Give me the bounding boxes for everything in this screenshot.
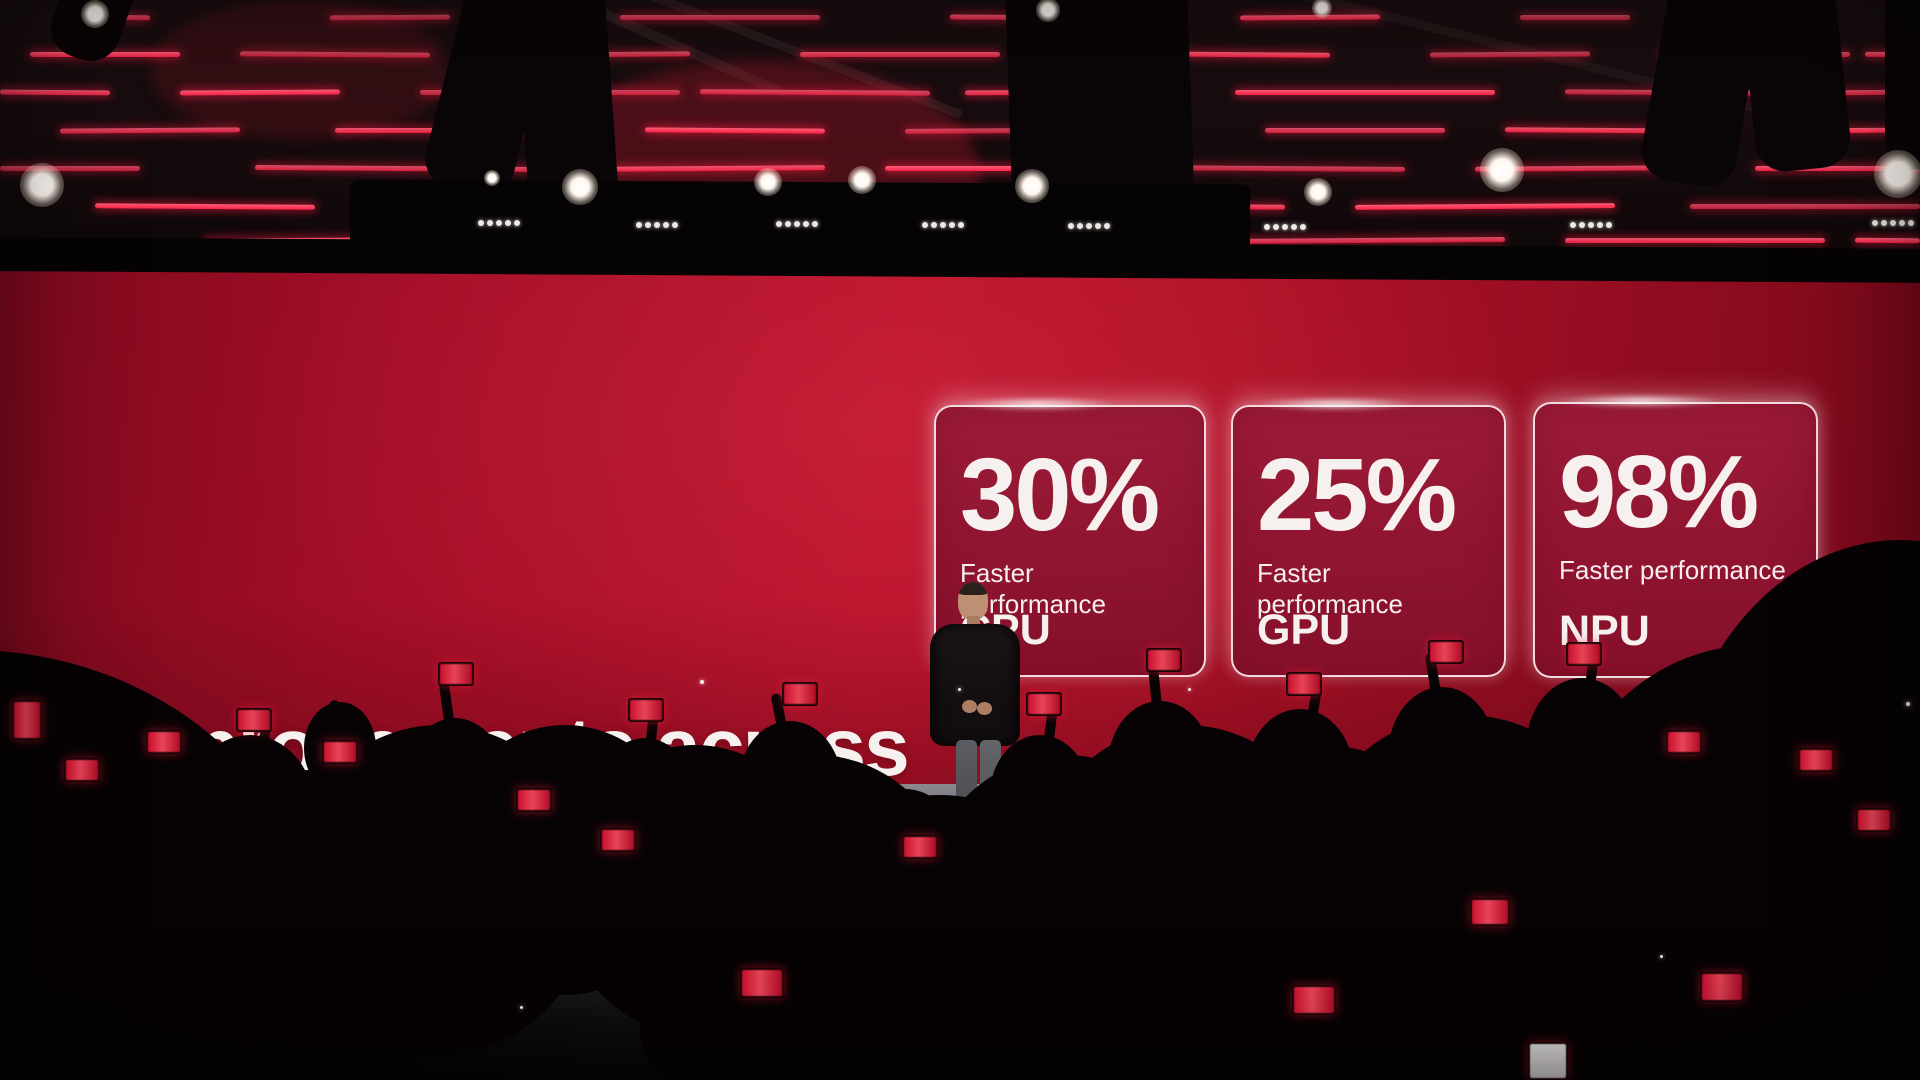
spotlight bbox=[1015, 169, 1049, 203]
stat-value: 30% bbox=[960, 437, 1160, 552]
speaker-array bbox=[1885, 0, 1920, 170]
truss-light-dots bbox=[1570, 222, 1612, 228]
spotlight bbox=[1480, 148, 1524, 192]
presenter bbox=[928, 582, 1028, 834]
truss-light-dots bbox=[776, 221, 818, 227]
truss-light-dots bbox=[1068, 223, 1110, 229]
led-light-bar bbox=[329, 14, 451, 21]
led-light-bar bbox=[1565, 238, 1825, 243]
led-light-bar bbox=[94, 203, 316, 210]
led-light-bar bbox=[1204, 236, 1506, 245]
led-light-bar bbox=[1755, 166, 1920, 171]
truss-light-dots bbox=[1264, 224, 1306, 230]
spotlight bbox=[1036, 0, 1060, 22]
presenter-shoe bbox=[980, 810, 1006, 823]
led-light-bar bbox=[1854, 237, 1920, 244]
truss-light-dots bbox=[636, 222, 678, 228]
stat-value: 25% bbox=[1257, 437, 1457, 552]
led-light-bar bbox=[1235, 90, 1495, 95]
spotlight bbox=[484, 170, 500, 186]
truss-light-dots bbox=[478, 220, 520, 226]
spotlight bbox=[81, 0, 109, 28]
led-light-bar bbox=[1265, 128, 1445, 133]
spotlight bbox=[20, 163, 64, 207]
presenter-leg bbox=[980, 740, 1001, 808]
led-light-bar bbox=[59, 127, 241, 134]
spotlight bbox=[1304, 178, 1332, 206]
stat-card-gpu: 25% Faster performance GPU bbox=[1231, 405, 1506, 677]
speaker-array bbox=[1737, 0, 1854, 175]
led-light-bar bbox=[1690, 204, 1920, 209]
stat-caption: Faster performance bbox=[1257, 558, 1403, 619]
slide-headline-line1: Improvements across bbox=[98, 702, 910, 793]
spotlight bbox=[848, 166, 876, 194]
led-light-bar bbox=[1354, 203, 1616, 210]
presenter-shoe bbox=[949, 804, 979, 821]
led-light-bar bbox=[0, 166, 140, 171]
presenter-leg bbox=[956, 740, 977, 808]
spotlight bbox=[562, 169, 598, 205]
led-light-bar bbox=[0, 89, 111, 96]
led-light-bar bbox=[1520, 15, 1630, 20]
spotlight bbox=[754, 168, 782, 196]
stage-light-glow bbox=[150, 0, 450, 140]
stat-card-npu: 98% Faster performance NPU bbox=[1533, 402, 1818, 678]
truss-light-dots bbox=[922, 222, 964, 228]
spotlight bbox=[1312, 0, 1332, 18]
led-light-bar bbox=[1239, 14, 1381, 21]
led-light-bar bbox=[620, 15, 820, 20]
stat-caption: Faster performance bbox=[1559, 555, 1786, 585]
presenter-hand bbox=[977, 702, 992, 715]
truss-light-dots bbox=[1872, 220, 1914, 226]
led-light-bar bbox=[800, 52, 1000, 57]
stat-value: 98% bbox=[1559, 434, 1759, 549]
presenter-jacket bbox=[930, 624, 1020, 746]
led-light-bar bbox=[885, 166, 1065, 171]
stat-label: GPU bbox=[1257, 606, 1351, 654]
stat-label: NPU bbox=[1559, 607, 1650, 655]
spotlight bbox=[1874, 150, 1920, 198]
presenter-hand bbox=[962, 700, 977, 713]
presenter-head bbox=[958, 582, 988, 620]
